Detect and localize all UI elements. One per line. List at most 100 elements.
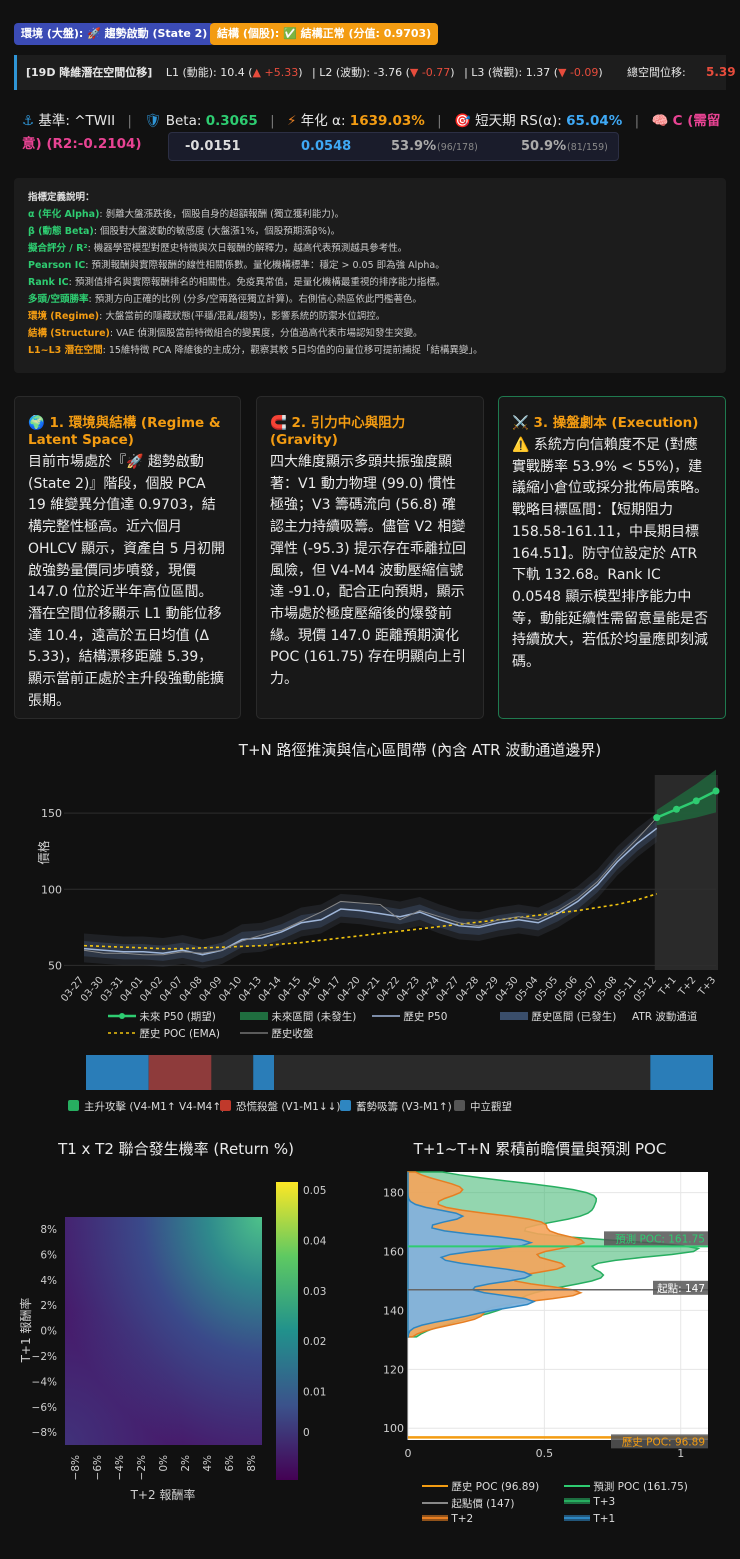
future-p50-point	[653, 814, 661, 822]
history-band	[84, 820, 657, 963]
legend-item[interactable]: 未來區間 (未發生)	[240, 1009, 356, 1024]
definition-term: 結構 (Structure)	[28, 328, 110, 339]
legend-label: 預測 POC (161.75)	[593, 1481, 688, 1493]
annotation-bg	[653, 1280, 708, 1295]
legend-swatch	[340, 1100, 351, 1111]
regime-segment	[211, 1055, 254, 1090]
colorbar-tick: 0.03	[303, 1286, 326, 1298]
definition-item: 多頭/空頭勝率: 預測方向正確的比例 (分多/空兩路徑獨立計算)。右側信心熱區依…	[28, 291, 726, 308]
profile-legend-item[interactable]: 起點價 (147)	[422, 1496, 514, 1511]
card-execution-heading: 3. 操盤劇本 (Execution)	[533, 415, 699, 431]
beta-label: Beta:	[165, 113, 202, 129]
heatmap-y-tick: −4%	[32, 1376, 57, 1388]
benchmark-line: ⚓ 基準: ^TWII | 🛡 Beta: 0.3065 | ⚡ 年化 α: 1…	[22, 113, 721, 152]
metric-value-3: 53.9%	[391, 139, 437, 154]
legend-label: T+3	[593, 1496, 616, 1508]
profile-legend-item[interactable]: T+3	[564, 1496, 615, 1508]
path-chart-title: T+N 路徑推演與信心區間帶 (內含 ATR 波動通道邊界)	[238, 741, 601, 759]
definition-item: 擬合評分 / R²: 機器學習模型對歷史特徵與次日報酬的解釋力，越高代表預測越具…	[28, 240, 726, 257]
card-regime-body: 目前市場處於『🚀 趨勢啟動 (State 2)』階段，個股 PCA 19 維變異…	[28, 454, 225, 709]
metric-value-1: -0.0151	[185, 139, 241, 154]
path-forecast-chart: T+N 路徑推演與信心區間帶 (內含 ATR 波動通道邊界) 50 100 150 價…	[36, 741, 720, 1090]
definition-item: β (動態 Beta): 個股對大盤波動的敏感度 (大盤漲1%，個股預期漲β%)…	[28, 223, 726, 240]
definitions-list: α (年化 Alpha): 剝離大盤漲跌後，個股自身的超額報酬 (獨立獲利能力)…	[28, 206, 726, 359]
rs-value: 65.04%	[566, 113, 623, 129]
x-tick-label: T+2	[676, 975, 698, 999]
heatmap-y-tick: 0%	[40, 1326, 57, 1338]
definition-text: : 剝離大盤漲跌後，個股自身的超額報酬 (獨立獲利能力)。	[99, 209, 345, 220]
metric-sub-3: (96/178)	[437, 142, 478, 153]
heatmap-x-tick: 4%	[202, 1455, 214, 1472]
definition-text: : 預測值排名與實際報酬排名的相關性。免疫異常值，是量化機構最重視的排序能力指標…	[68, 277, 446, 288]
legend-item[interactable]: ATR 波動通道	[632, 1009, 697, 1024]
definition-text: : 個股對大盤波動的敏感度 (大盤漲1%，個股預期漲β%)。	[93, 226, 341, 237]
l3-close: )	[598, 66, 603, 79]
l2-delta: ▼ -0.77	[409, 66, 451, 79]
card-gravity-heading: 2. 引力中心與阻力 (Gravity)	[270, 415, 406, 448]
heatmap-title: T1 x T2 聯合發生機率 (Return %)	[57, 1140, 294, 1158]
l2-close: )	[450, 66, 455, 79]
profile-y-tick: 180	[383, 1187, 404, 1200]
l2-label: | L2 (波動): -3.76 (	[312, 66, 410, 79]
profile-annotation: 起點: 147	[657, 1282, 705, 1295]
definition-term: Rank IC	[28, 277, 69, 288]
heatmap-x-tick: 2%	[180, 1455, 192, 1472]
heatmap-y-tick: −2%	[32, 1351, 57, 1363]
profile-x-tick: 1	[677, 1447, 684, 1460]
heatmap-x-tick: −4%	[114, 1455, 126, 1480]
metric-value-4: 50.9%	[521, 139, 567, 154]
legend-item[interactable]: 歷史區間 (已發生)	[500, 1009, 616, 1024]
latent-title: [19D 降維潛在空間位移]	[26, 66, 153, 79]
card-regime-heading: 1. 環境與結構 (Regime & Latent Space)	[28, 415, 221, 448]
profile-title: T+1~T+N 累積前瞻價量與預測 POC	[413, 1140, 667, 1158]
definition-item: 環境 (Regime): 大盤當前的隱藏狀態(平穩/混亂/趨勢)，影響系統的防禦…	[28, 308, 726, 325]
heatmap-x-tick: −2%	[136, 1455, 148, 1480]
regime-segment	[253, 1055, 275, 1090]
colorbar-tick: 0.01	[303, 1387, 326, 1399]
legend-label: 恐慌殺盤 (V1-M1↓↓)	[236, 1101, 341, 1113]
heatmap-y-tick: −8%	[32, 1427, 57, 1439]
heatmap-y-tick: −6%	[32, 1402, 57, 1414]
profile-legend-item[interactable]: 歷史 POC (96.89)	[422, 1479, 539, 1494]
profile-t1	[407, 1172, 536, 1338]
definition-item: L1~L3 潛在空間: 15維特徵 PCA 降維後的主成分，觀察其較 5日均值的…	[28, 342, 726, 359]
profile-legend-item[interactable]: 預測 POC (161.75)	[564, 1479, 688, 1494]
metric-sub-4: (81/159)	[567, 142, 608, 153]
definition-term: 環境 (Regime)	[28, 311, 100, 322]
definition-item: Pearson IC: 預測報酬與實際報酬的線性相關係數。量化機構標準：穩定 >…	[28, 257, 726, 274]
card-gravity: 🧲 2. 引力中心與阻力 (Gravity) 四大維度顯示多頭共振強度顯著：V1…	[256, 396, 484, 719]
definition-term: L1~L3 潛在空間	[28, 345, 103, 356]
annotation-bg	[611, 1434, 708, 1449]
profile-x-tick: 0	[405, 1447, 412, 1460]
heatmap-x-tick: 8%	[246, 1455, 258, 1472]
legend-item[interactable]: 歷史收盤	[240, 1026, 313, 1041]
y-axis-label: 價格	[36, 840, 51, 864]
legend-item[interactable]: 歷史 P50	[372, 1009, 447, 1024]
structure-badge: 結構 (個股): ✅ 結構正常 (分值: 0.9703)	[210, 23, 439, 45]
regime-legend-item[interactable]: 恐慌殺盤 (V1-M1↓↓)	[220, 1099, 341, 1114]
heatmap-y-tick: 4%	[40, 1275, 57, 1287]
definitions-title: 指標定義說明：	[28, 192, 95, 203]
heatmap-y-label: T+1 報酬率	[18, 1298, 33, 1364]
card-execution-title: ⚔️ 3. 操盤劇本 (Execution)	[512, 415, 711, 432]
legend-label: 主升攻擊 (V4-M1↑ V4-M4↑)	[84, 1101, 226, 1113]
profile-legend-item[interactable]: T+1	[564, 1513, 615, 1525]
heatmap-x-tick: 6%	[224, 1455, 236, 1472]
profile-x-tick: 0.5	[536, 1447, 554, 1460]
regime-badge: 環境 (大盤): 🚀 趨勢啟動 (State 2)	[14, 23, 215, 45]
colorbar	[276, 1182, 298, 1480]
latent-space-bar: [19D 降維潛在空間位移] L1 (動能): 10.4 (▲ +5.33) |…	[14, 55, 736, 90]
legend-item[interactable]: 歷史 POC (EMA)	[108, 1026, 220, 1041]
regime-legend-item[interactable]: 主升攻擊 (V4-M1↑ V4-M4↑)	[68, 1099, 225, 1114]
colorbar-tick: 0.04	[303, 1235, 327, 1247]
legend-item[interactable]: 未來 P50 (期望)	[108, 1009, 216, 1024]
profile-annotation: 歷史 POC: 96.89	[622, 1436, 705, 1448]
regime-legend-item[interactable]: 蓄勢吸籌 (V3-M1↑)	[340, 1099, 452, 1114]
profile-legend-item[interactable]: T+2	[422, 1513, 473, 1525]
volume-profile-chart: T+1~T+N 累積前瞻價量與預測 POC 預測 POC: 161.75 起點: …	[383, 1140, 708, 1460]
definition-text: : VAE 偵測個股當前特徵組合的變異度，分值過高代表市場認知發生突變。	[109, 328, 423, 339]
colorbar-tick: 0.05	[303, 1185, 326, 1197]
regime-legend-item[interactable]: 中立觀望	[454, 1099, 512, 1114]
colorbar-tick: 0	[303, 1427, 310, 1439]
shield-icon: 🛡	[144, 113, 162, 129]
